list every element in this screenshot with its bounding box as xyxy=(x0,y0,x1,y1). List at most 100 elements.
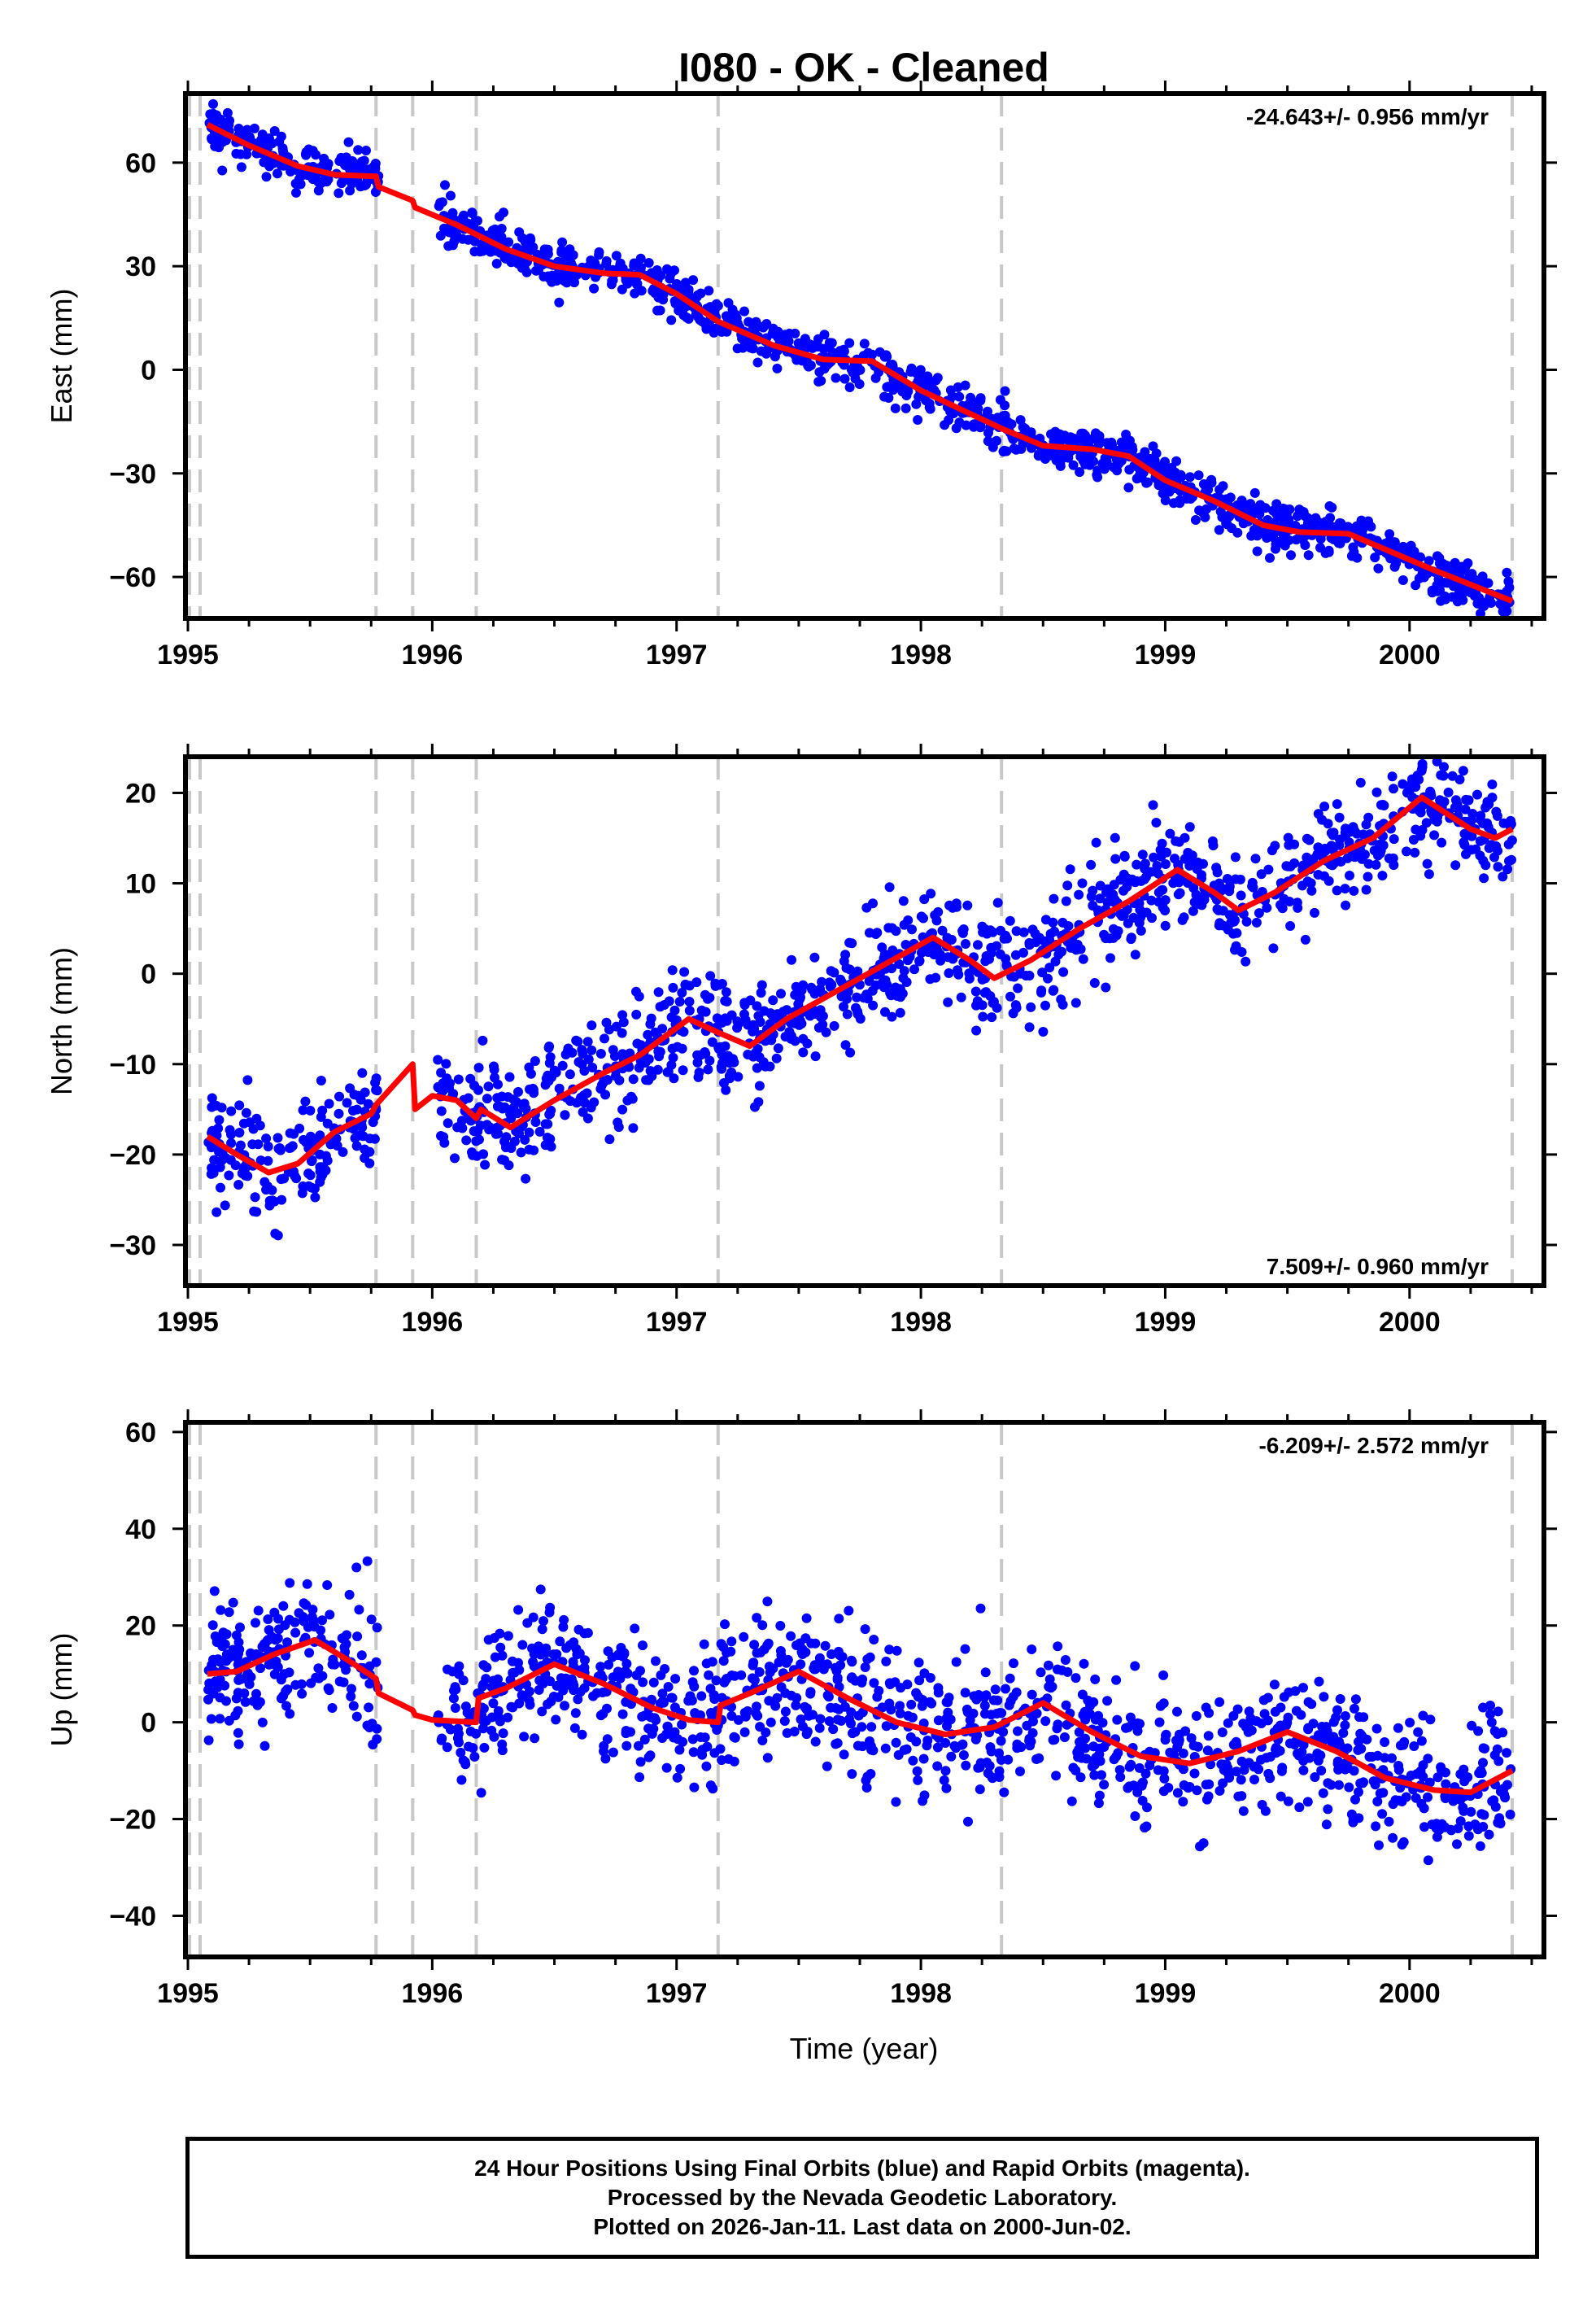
data-point xyxy=(573,1694,583,1705)
data-point xyxy=(1271,544,1280,554)
data-point xyxy=(1363,858,1374,869)
data-point xyxy=(911,368,922,378)
data-point xyxy=(1500,1793,1511,1803)
data-point xyxy=(537,1624,547,1635)
data-point xyxy=(763,1638,774,1649)
data-point xyxy=(276,1675,286,1685)
data-point xyxy=(560,1050,571,1059)
data-point xyxy=(453,1074,464,1085)
data-point xyxy=(1018,927,1029,937)
data-point xyxy=(979,1701,990,1711)
data-point xyxy=(1303,550,1314,561)
data-point xyxy=(587,1063,598,1072)
data-point xyxy=(771,1053,782,1063)
data-point xyxy=(1238,1806,1249,1816)
data-point xyxy=(1328,1717,1339,1727)
data-point xyxy=(299,1598,309,1609)
data-point xyxy=(1335,522,1345,532)
data-point xyxy=(999,445,1009,456)
data-point xyxy=(1291,1705,1302,1716)
data-point xyxy=(1450,860,1461,871)
data-point xyxy=(1045,928,1056,939)
data-point xyxy=(1442,578,1453,588)
data-point xyxy=(1504,856,1514,867)
data-point xyxy=(918,1796,928,1806)
data-point xyxy=(226,1129,236,1140)
data-point xyxy=(561,277,572,288)
data-point xyxy=(540,1119,551,1129)
data-point xyxy=(1377,1809,1388,1819)
data-point xyxy=(986,948,996,959)
data-point xyxy=(1417,758,1428,769)
data-point xyxy=(677,988,687,998)
data-point xyxy=(229,1647,240,1657)
data-point xyxy=(300,1096,311,1107)
data-point xyxy=(987,1012,997,1023)
data-point xyxy=(1128,912,1139,923)
y-tick-label: −20 xyxy=(109,1140,156,1171)
data-point xyxy=(341,1665,351,1675)
data-point xyxy=(985,925,996,936)
data-point xyxy=(805,1011,815,1021)
data-point xyxy=(1450,557,1460,568)
data-point xyxy=(1178,1797,1188,1807)
data-point xyxy=(1026,1002,1036,1012)
data-point xyxy=(439,223,449,234)
data-point xyxy=(595,1662,606,1672)
data-point xyxy=(233,124,244,133)
data-point xyxy=(1459,1806,1469,1816)
data-point xyxy=(1291,535,1302,545)
data-point xyxy=(1040,454,1050,464)
data-point xyxy=(647,268,657,278)
data-point xyxy=(752,357,763,368)
data-point xyxy=(900,940,911,950)
data-point xyxy=(480,1160,491,1170)
data-point xyxy=(879,982,889,993)
data-point xyxy=(983,428,993,438)
data-point xyxy=(479,1742,490,1753)
data-point xyxy=(705,302,716,312)
data-point xyxy=(666,1059,677,1070)
data-point xyxy=(1130,950,1140,960)
data-point xyxy=(1502,864,1513,875)
data-point xyxy=(1371,1723,1382,1734)
data-point xyxy=(1078,428,1088,439)
x-tick-label: 1999 xyxy=(1135,640,1197,670)
data-point xyxy=(1341,823,1350,834)
data-point xyxy=(458,212,469,223)
data-point xyxy=(1478,855,1489,866)
data-point xyxy=(1252,546,1262,557)
data-point xyxy=(1254,908,1264,919)
data-point xyxy=(1223,874,1232,884)
data-point xyxy=(1230,874,1241,884)
data-point xyxy=(705,1684,716,1694)
data-point xyxy=(1326,1780,1337,1790)
data-point xyxy=(489,1064,499,1075)
data-point xyxy=(1485,1709,1495,1719)
data-point xyxy=(215,1162,225,1173)
data-point xyxy=(454,1661,464,1671)
data-point xyxy=(977,974,988,985)
data-point xyxy=(1484,1829,1494,1840)
data-point xyxy=(1304,835,1315,845)
data-point xyxy=(1244,1706,1254,1717)
data-point xyxy=(1231,1736,1241,1747)
data-point xyxy=(840,1040,851,1050)
data-point xyxy=(1345,871,1354,880)
data-point xyxy=(867,349,878,360)
data-point xyxy=(796,1659,806,1670)
data-point xyxy=(1284,840,1294,850)
data-point xyxy=(834,1614,844,1624)
data-point xyxy=(322,1580,333,1590)
data-point xyxy=(1437,558,1448,569)
data-point xyxy=(757,980,767,990)
data-point xyxy=(310,1192,321,1203)
data-point xyxy=(1180,1726,1191,1736)
data-point xyxy=(342,1630,352,1640)
x-tick-label: 1998 xyxy=(890,1307,952,1338)
data-point xyxy=(992,898,1003,908)
data-point xyxy=(517,263,527,273)
data-point xyxy=(491,1129,501,1139)
data-point xyxy=(1443,787,1454,797)
data-point xyxy=(361,146,371,155)
